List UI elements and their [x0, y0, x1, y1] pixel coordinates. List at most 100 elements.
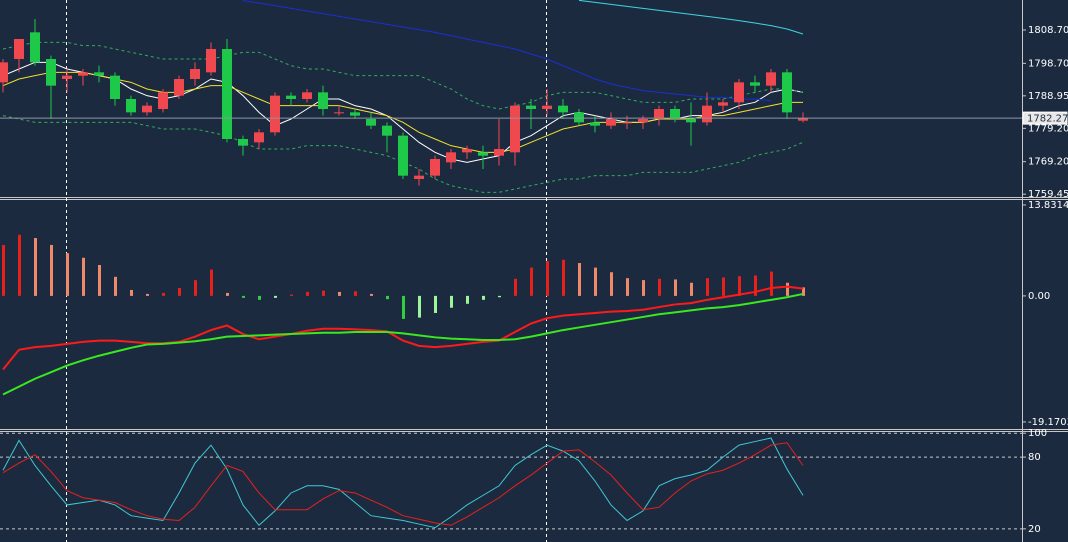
histogram-bar: [162, 292, 165, 296]
y-tick-label: 0.00: [1028, 291, 1050, 302]
histogram-bar: [210, 269, 213, 296]
candle-body: [286, 95, 296, 99]
candle-body: [494, 149, 504, 156]
y-tick-label: 1808.70: [1028, 25, 1068, 36]
candle-body: [398, 135, 408, 176]
candle-body: [654, 109, 664, 119]
candle-body: [510, 105, 520, 153]
candle-body: [190, 69, 200, 79]
candle-body: [462, 149, 472, 153]
candle-body: [734, 82, 744, 103]
histogram-bar: [194, 280, 197, 296]
candle-body: [126, 99, 136, 113]
candle-body: [158, 92, 168, 109]
histogram-bar: [498, 295, 501, 298]
histogram-bar: [514, 278, 517, 296]
histogram-bar: [322, 290, 325, 296]
indicator-line: [2, 442, 804, 526]
histogram-bar: [386, 295, 389, 300]
indicator-line: [2, 292, 804, 396]
histogram-bar: [594, 267, 597, 296]
candle-body: [526, 105, 536, 109]
y-tick-label: 80: [1028, 452, 1041, 463]
histogram-bar: [786, 282, 789, 296]
y-tick-label: 1779.20: [1028, 123, 1068, 134]
candle-body: [542, 105, 552, 109]
histogram-bar: [802, 287, 805, 296]
candle-body: [0, 62, 8, 83]
candle-body: [718, 102, 728, 106]
candle-body: [366, 119, 376, 126]
candle-body: [782, 72, 792, 113]
current-price-box: [1022, 111, 1068, 125]
histogram-bar: [722, 277, 725, 296]
histogram-bar: [130, 289, 133, 296]
histogram-bar: [754, 275, 757, 296]
candle-body: [270, 95, 280, 133]
histogram-bar: [578, 263, 581, 296]
candle-body: [222, 49, 232, 139]
candle-body: [14, 39, 24, 59]
histogram-bar: [402, 295, 405, 319]
histogram-bar: [290, 294, 293, 296]
histogram-bar: [178, 288, 181, 296]
indicator-line: [2, 437, 804, 529]
histogram-bar: [338, 291, 341, 296]
candle-body: [606, 119, 616, 126]
histogram-bar: [82, 257, 85, 296]
histogram-bar: [610, 272, 613, 296]
candle-body: [62, 75, 72, 79]
histogram-bar: [658, 278, 661, 296]
candle-body: [78, 72, 88, 76]
histogram-bar: [98, 265, 101, 296]
candle-body: [670, 109, 680, 119]
candle-body: [766, 72, 776, 86]
candle-body: [622, 122, 632, 124]
y-tick-label: -19.1703: [1028, 417, 1068, 428]
candle-body: [46, 59, 56, 86]
histogram-bar: [770, 271, 773, 296]
candle-body: [334, 112, 344, 114]
histogram-bar: [258, 295, 261, 300]
candle-body: [174, 79, 184, 96]
histogram-bar: [306, 291, 309, 296]
candle-body: [638, 119, 648, 123]
histogram-bar: [674, 279, 677, 296]
candle-body: [574, 112, 584, 123]
histogram-bar: [242, 295, 245, 298]
histogram-bar: [562, 259, 565, 296]
histogram-bar: [114, 276, 117, 296]
histogram-bar: [66, 253, 69, 296]
candle-body: [302, 92, 312, 99]
candle-body: [350, 112, 360, 116]
candle-body: [686, 119, 696, 123]
candle-body: [558, 105, 568, 113]
histogram-bar: [434, 295, 437, 313]
indicator-line: [578, 0, 804, 35]
candle-body: [94, 72, 104, 76]
y-tick-label: 100: [1028, 428, 1047, 439]
candle-body: [318, 92, 328, 109]
indicator-line: [2, 41, 804, 110]
histogram-bar: [546, 261, 549, 296]
y-tick-label: 13.8314: [1028, 200, 1068, 211]
histogram-bar: [642, 280, 645, 296]
histogram-bar: [530, 267, 533, 296]
histogram-bar: [354, 291, 357, 296]
histogram-bar: [706, 278, 709, 296]
indicator-line: [242, 0, 772, 102]
candle-body: [798, 118, 808, 121]
histogram-bar: [418, 295, 421, 318]
indicator-line: [2, 285, 804, 371]
candle-body: [110, 75, 120, 99]
candle-body: [590, 122, 600, 126]
histogram-bar: [626, 278, 629, 296]
candle-body: [446, 152, 456, 163]
indicator-line: [2, 71, 803, 153]
histogram-bar: [146, 293, 149, 296]
histogram-bar: [50, 244, 53, 296]
y-tick-label: 1769.20: [1028, 157, 1068, 168]
histogram-bar: [690, 282, 693, 296]
candle-body: [430, 159, 440, 176]
candle-body: [206, 49, 216, 73]
